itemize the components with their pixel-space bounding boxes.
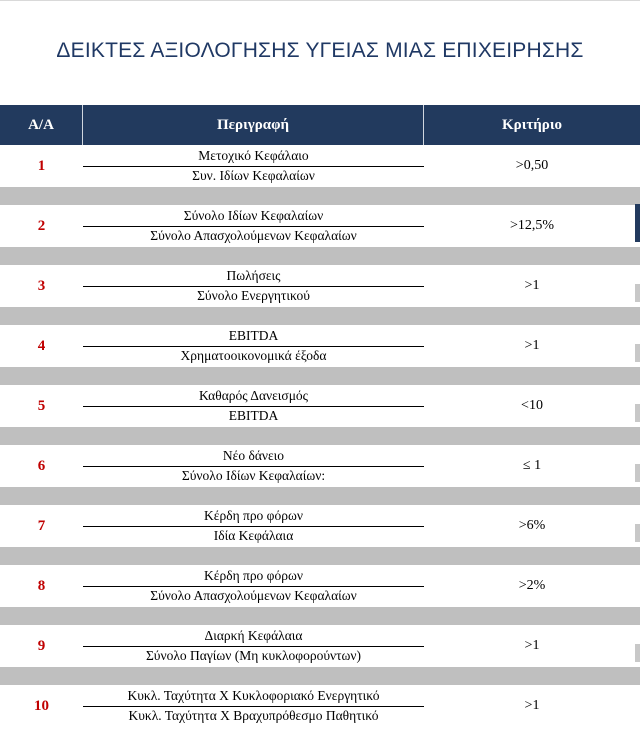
fraction-line [83, 526, 424, 527]
row-separator [0, 607, 640, 625]
header-description: Περιγραφή [83, 105, 424, 145]
table-row: 4 EBITDA Χρηματοοικονομικά έξοδα >1 [0, 325, 640, 367]
row-number: 6 [37, 457, 46, 474]
table-row: 6 Νέο δάνειο Σύνολο Ιδίων Κεφαλαίων: ≤ 1 [0, 445, 640, 487]
ratio-denominator: Σύνολο Ενεργητικού [197, 288, 310, 303]
ratio-numerator: Πωλήσεις [226, 268, 281, 283]
fraction-line [83, 466, 424, 467]
fraction-line [83, 226, 424, 227]
row-number: 10 [34, 697, 49, 714]
page-title: ΔΕΙΚΤΕΣ ΑΞΙΟΛΟΓΗΣΗΣ ΥΓΕΙΑΣ ΜΙΑΣ ΕΠΙΧΕΙΡΗ… [56, 38, 584, 62]
criterion-value: >12,5% [509, 218, 555, 233]
ratio-denominator: Σύνολο Ιδίων Κεφαλαίων: [181, 468, 326, 483]
criterion-value: >1 [524, 638, 540, 653]
header-aa: Α/Α [0, 105, 83, 145]
table-row: 2 Σύνολο Ιδίων Κεφαλαίων Σύνολο Απασχολούμ… [0, 205, 640, 247]
criterion-value: >1 [524, 278, 540, 293]
row-separator [0, 367, 640, 385]
table-row: 7 Κέρδη προ φόρων Ιδία Κεφάλαια >6% [0, 505, 640, 547]
ratio-numerator: Νέο δάνειο [222, 448, 285, 463]
table-row: 5 Καθαρός Δανεισμός EBITDA <10 [0, 385, 640, 427]
ratio-denominator: Χρηματοοικονομικά έξοδα [180, 348, 327, 363]
fraction-line [83, 586, 424, 587]
edge-mark [635, 524, 640, 542]
ratio-denominator: Σύνολο Παγίων (Μη κυκλοφορούντων) [145, 648, 362, 663]
row-number: 3 [37, 277, 46, 294]
ratio-numerator: Μετοχικό Κεφάλαιο [198, 148, 309, 163]
fraction-line [83, 346, 424, 347]
fraction-line [83, 646, 424, 647]
ratio-denominator: Συν. Ιδίων Κεφαλαίων [192, 168, 315, 183]
ratio-numerator: EBITDA [228, 328, 279, 343]
fraction-line [83, 406, 424, 407]
row-separator [0, 667, 640, 685]
ratio-denominator: Ιδία Κεφάλαια [213, 528, 294, 543]
criterion-value: >2% [518, 578, 546, 593]
fraction-line [83, 706, 424, 707]
criterion-value: >1 [524, 338, 540, 353]
criterion-value: <10 [521, 398, 543, 413]
header-criterion: Κριτήριο [502, 116, 562, 133]
edge-mark [635, 404, 640, 422]
table-row: 9 Διαρκή Κεφάλαια Σύνολο Παγίων (Μη κυκλοφ… [0, 625, 640, 667]
table-row: 8 Κέρδη προ φόρων Σύνολο Απασχολούμενων Κε… [0, 565, 640, 607]
fraction-line [83, 166, 424, 167]
criterion-value: ≤ 1 [522, 458, 542, 473]
ratio-numerator: Κέρδη προ φόρων [204, 568, 303, 583]
edge-mark [635, 464, 640, 482]
indicator-table: 1 Μετοχικό Κεφάλαιο Συν. Ιδίων Κεφαλαίων >0… [0, 145, 640, 727]
row-number: 2 [37, 217, 46, 234]
table-row: 10 Κυκλ. Ταχύτητα Χ Κυκλοφοριακό Ενεργητι… [0, 685, 640, 727]
row-separator [0, 247, 640, 265]
row-number: 8 [37, 577, 46, 594]
row-separator [0, 187, 640, 205]
row-number: 9 [37, 637, 46, 654]
row-separator [0, 307, 640, 325]
edge-mark [635, 284, 640, 302]
row-separator [0, 487, 640, 505]
table-row: 3 Πωλήσεις Σύνολο Ενεργητικού >1 [0, 265, 640, 307]
edge-mark [635, 204, 640, 242]
ratio-numerator: Καθαρός Δανεισμός [198, 388, 309, 403]
row-number: 1 [37, 157, 46, 174]
ratio-denominator: Κυκλ. Ταχύτητα Χ Βραχυπρόθεσμο Παθητικό [128, 708, 379, 723]
edge-mark [635, 644, 640, 662]
ratio-denominator: EBITDA [228, 408, 279, 423]
criterion-value: >0,50 [515, 158, 549, 173]
ratio-numerator: Κέρδη προ φόρων [204, 508, 303, 523]
fraction-line [83, 286, 424, 287]
row-separator [0, 547, 640, 565]
ratio-denominator: Σύνολο Απασχολούμενων Κεφαλαίων [150, 588, 357, 603]
ratio-numerator: Κυκλ. Ταχύτητα Χ Κυκλοφοριακό Ενεργητικό [127, 688, 380, 703]
row-number: 4 [37, 337, 46, 354]
edge-mark [635, 344, 640, 362]
row-separator [0, 427, 640, 445]
ratio-numerator: Διαρκή Κεφάλαια [204, 628, 303, 643]
criterion-value: >6% [518, 518, 546, 533]
title-area: ΔΕΙΚΤΕΣ ΑΞΙΟΛΟΓΗΣΗΣ ΥΓΕΙΑΣ ΜΙΑΣ ΕΠΙΧΕΙΡΗ… [0, 0, 640, 104]
criterion-value: >1 [524, 698, 540, 713]
ratio-numerator: Σύνολο Ιδίων Κεφαλαίων [183, 208, 324, 223]
row-number: 5 [37, 397, 46, 414]
ratio-denominator: Σύνολο Απασχολούμενων Κεφαλαίων [150, 228, 357, 243]
row-number: 7 [37, 517, 46, 534]
table-row: 1 Μετοχικό Κεφάλαιο Συν. Ιδίων Κεφαλαίων >0… [0, 145, 640, 187]
table-header: Α/Α Περιγραφή Κριτήριο [0, 105, 640, 145]
